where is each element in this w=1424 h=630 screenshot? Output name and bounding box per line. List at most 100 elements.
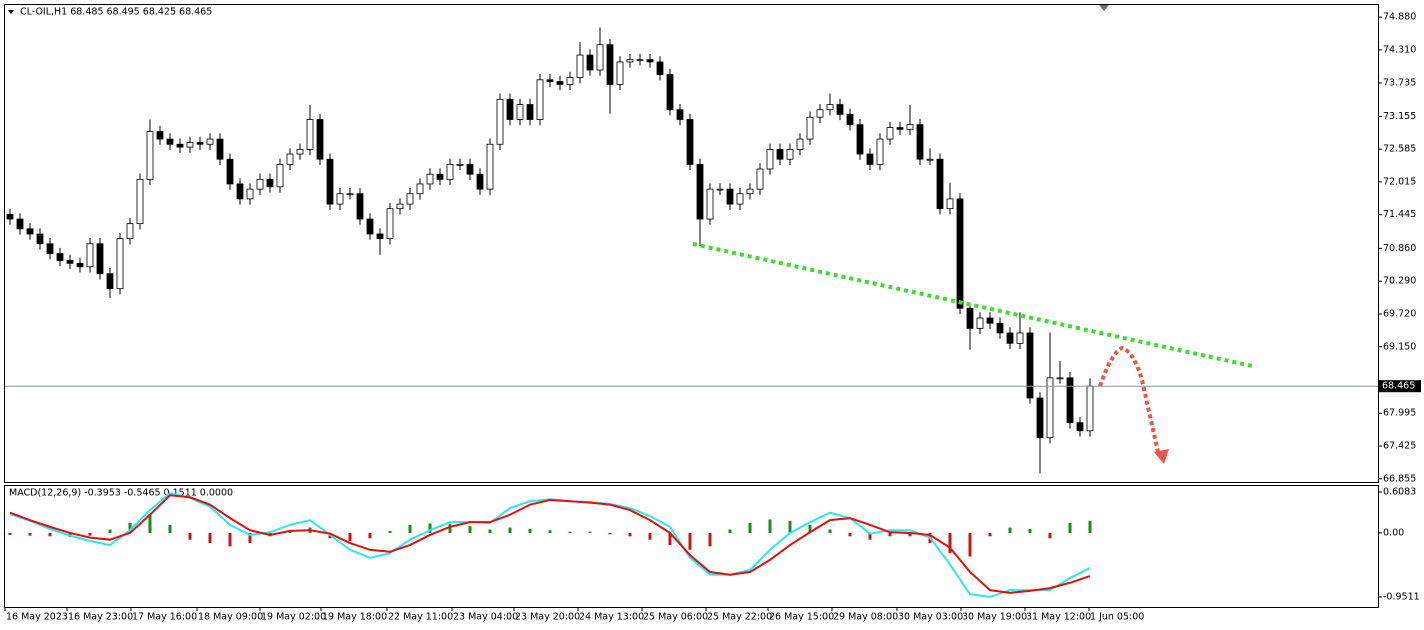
candle-body [606,44,614,85]
macd-histogram-bar [848,532,852,537]
candle-body [1076,422,1084,432]
candle-body [956,198,964,309]
chart-title: CL-OIL,H1 68.485 68.495 68.425 68.465 [20,7,212,18]
candle-body [366,218,374,235]
x-tick-label: 1 Jun 05:00 [1090,612,1144,623]
candle-body [86,243,94,268]
x-tick-label: 19 May 02:00 [261,612,326,623]
candle-body [1016,332,1024,344]
marks: 74.880 74.310 73.735 73.155 72.585 72.015 71.4… [4,12,1421,623]
y-tick-label: -0.9511 [1383,591,1420,602]
candle-body [696,163,704,220]
candle-body [266,178,274,188]
macd-histogram-bar [568,531,572,533]
macd-histogram-bar [108,529,112,533]
x-tick-label: 23 May 20:00 [515,612,580,623]
candle-body [1056,377,1064,380]
x-tick-label: 17 May 16:00 [132,612,197,623]
macd-histogram-bar [708,532,712,547]
candle-body [616,61,624,85]
macd-line [9,494,1091,594]
candle-body [906,124,914,130]
candle-body [246,188,254,200]
candle-body [216,138,224,160]
candle-body [6,214,14,220]
candle-body [306,119,314,150]
candle-body [356,193,364,220]
macd-histogram-bar [508,527,512,533]
macd-histogram-bar [428,523,432,533]
candle-body [896,127,904,130]
macd-histogram-bar [448,524,452,533]
y-tick-label: 72.015 [1383,176,1416,187]
candle-body [526,104,534,120]
shift-marker [1099,5,1109,11]
macd-histogram-bar [188,532,192,540]
candle-body [76,262,84,268]
macd-title: MACD(12,26,9) -0.3953 -0.5465 0.1511 0.0… [9,488,233,499]
last-price-label: 68.465 [1382,381,1415,392]
last-price-box [1379,380,1421,393]
macd-histogram-bar [1068,522,1072,533]
candle-body [326,158,334,205]
candle-body [136,178,144,225]
candle-body [816,109,824,118]
candle-body [1066,377,1074,424]
candle-body [926,158,934,161]
macd-histogram-bar [668,532,672,546]
candle-body [476,173,484,190]
candle-body [576,54,584,78]
x-tick-label: 18 May 09:00 [198,612,263,623]
y-tick-label: 71.445 [1383,209,1416,220]
candle-body [66,260,74,264]
macd-histogram-bar [208,532,212,544]
x-tick-label: 25 May 06:00 [643,612,708,623]
macd-histogram-bar [1008,527,1012,533]
candle-body [916,124,924,160]
macd-histogram-bar [408,524,412,533]
x-tick-label: 19 May 18:00 [322,612,387,623]
macd-histogram-bar [868,532,872,540]
macd-histogram-bar [988,532,992,537]
macd-histogram-bar [488,529,492,533]
candle-body [126,223,134,240]
y-tick-label: 69.150 [1383,341,1416,352]
candle-body [316,119,324,160]
y-tick-label: 70.860 [1383,243,1416,254]
candle-body [226,158,234,185]
candle-body [876,138,884,165]
candle-body [426,173,434,185]
candle-body [56,253,64,261]
x-tick-label: 26 May 15:00 [769,612,834,623]
candle-body [116,238,124,290]
macd-histogram-bar [728,529,732,533]
y-tick-label: 70.290 [1383,276,1416,287]
macd-histogram-bar [648,532,652,540]
candle-body [196,142,204,145]
candle-body [726,188,734,205]
candle-body [646,59,654,63]
macd-histogram-bar [528,528,532,533]
candle-body [686,119,694,165]
candle-body [756,168,764,190]
candle-body [346,193,354,196]
macd-histogram-bar [8,532,12,535]
candle-body [296,149,304,155]
candle-body [626,59,634,63]
candle-body [836,104,844,115]
candle-body [1026,332,1034,399]
macd-histogram-bar [1048,532,1052,539]
x-tick-label: 25 May 22:00 [707,612,772,623]
candle-body [556,81,564,85]
candle-body [866,153,874,165]
candle-body [236,183,244,200]
macd-histogram-bar [808,524,812,533]
candle-body [736,193,744,205]
macd-histogram-bar [888,532,892,537]
candle-body [286,153,294,165]
x-tick-label: 30 May 19:00 [962,612,1027,623]
candle-body [166,138,174,145]
candle-body [766,149,774,170]
candle-body [416,183,424,195]
macd-histogram-bar [1028,528,1032,533]
